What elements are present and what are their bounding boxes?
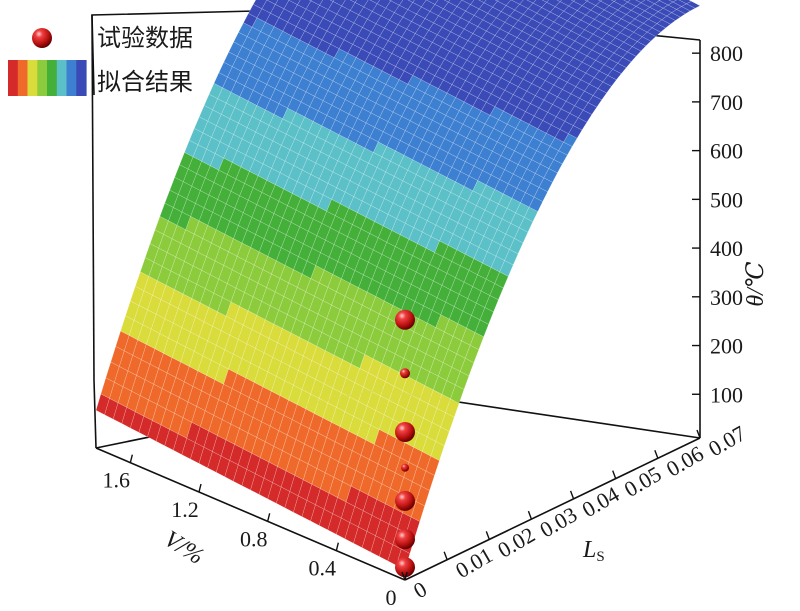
- y-tick-label: 0: [386, 585, 397, 610]
- y-tick-label: 1.6: [103, 468, 131, 493]
- test-data-point: [395, 490, 415, 511]
- z-axis-title: θ/℃: [743, 261, 769, 306]
- surface-facet: [584, 0, 589, 2]
- x-tick-mark: [569, 490, 575, 500]
- legend-swatch-band: [17, 60, 29, 96]
- x-tick-mark: [443, 551, 448, 560]
- legend-swatch-band: [8, 60, 19, 96]
- legend-swatch-band: [76, 60, 87, 96]
- y-tick-label: 0.4: [309, 556, 337, 581]
- x-tick-label: 0.03: [535, 502, 581, 543]
- surface-facet: [443, 0, 451, 3]
- x-tick-mark: [654, 450, 659, 459]
- legend-test-data-marker: [32, 28, 52, 48]
- x-tick-label: 0.07: [704, 420, 750, 461]
- z-axis-ticks: 100 200 300 400 500 600 700 800: [692, 41, 743, 407]
- legend-fit-swatch: [8, 60, 87, 96]
- x-tick-mark: [612, 470, 617, 479]
- test-data-point: [400, 368, 410, 379]
- test-data-point: [395, 422, 415, 442]
- surface-facet: [310, 0, 323, 6]
- surface-facet: [686, 1, 701, 9]
- surface-facet: [266, 0, 279, 5]
- surface-facet: [623, 0, 631, 3]
- x-axis-title-sub: S: [596, 549, 604, 565]
- back-floor-edge: [93, 379, 97, 449]
- surface-facet: [541, 0, 550, 3]
- x-tick-label: 0.04: [578, 481, 624, 522]
- y-tick-mark: [266, 513, 271, 522]
- surface-facet: [570, 0, 576, 2]
- x-axis-title-main: L: [582, 537, 596, 563]
- test-data-point: [395, 557, 415, 578]
- y-tick-mark: [404, 571, 408, 581]
- legend: 试验数据 拟合结果: [8, 24, 193, 96]
- legend-swatch-band: [37, 60, 48, 96]
- test-data-point: [395, 529, 415, 550]
- legend-swatch-band: [47, 60, 58, 96]
- x-tick-mark: [401, 571, 406, 581]
- surface-facet: [407, 0, 415, 3]
- test-data-point: [401, 463, 409, 472]
- surface-facet: [556, 0, 562, 2]
- legend-swatch-band: [27, 60, 38, 96]
- surface-facet: [329, 0, 335, 2]
- x-axis-title: LS: [582, 537, 605, 565]
- z-tick-label: 200: [710, 334, 743, 359]
- legend-test-data-label: 试验数据: [97, 24, 193, 52]
- z-tick-label: 100: [710, 382, 743, 407]
- x-tick-label: 0.01: [451, 542, 497, 583]
- surface-facet: [598, 0, 603, 2]
- y-tick-mark: [129, 454, 134, 463]
- z-tick-label: 300: [710, 285, 743, 310]
- x-tick-label: 0: [409, 576, 431, 603]
- z-tick-label: 700: [710, 90, 743, 115]
- y-tick-mark: [335, 542, 340, 551]
- legend-swatch-band: [66, 60, 77, 96]
- z-tick-label: 600: [710, 139, 743, 164]
- test-data-points: [395, 309, 415, 578]
- surface-facet: [426, 0, 439, 5]
- x-tick-mark: [527, 510, 533, 520]
- z-tick-label: 800: [710, 41, 743, 66]
- back-left-vertical: [91, 14, 95, 381]
- z-tick-label: 500: [710, 187, 743, 212]
- z-tick-label: 400: [710, 236, 743, 261]
- y-axis-title: V/%: [159, 526, 208, 570]
- y-tick-label: 1.2: [171, 497, 199, 522]
- y-tick-mark: [198, 483, 202, 493]
- y-axis-ticks: 0 0.4 0.8 1.2 1.6: [103, 454, 408, 610]
- y-tick-label: 0.8: [240, 526, 268, 551]
- x-axis-ticks: 0 0.010.020.030.040.050.060.07: [401, 420, 750, 603]
- floor-back-edge: [95, 447, 406, 581]
- x-tick-label: 0.06: [662, 441, 708, 482]
- legend-fit-label: 拟合结果: [97, 68, 193, 96]
- surface-facet: [610, 0, 617, 2]
- legend-swatch-band: [56, 60, 68, 96]
- test-data-point: [395, 309, 415, 330]
- x-tick-mark: [485, 531, 490, 540]
- x-tick-label: 0.05: [620, 461, 666, 502]
- surface-facet: [288, 0, 301, 5]
- surface-facet: [369, 0, 380, 4]
- surface-facet: [349, 0, 358, 3]
- x-tick-mark: [696, 429, 701, 439]
- floor-right-edge: [404, 437, 701, 581]
- x-tick-label: 0.02: [493, 522, 539, 563]
- fitted-surface: [95, 0, 701, 571]
